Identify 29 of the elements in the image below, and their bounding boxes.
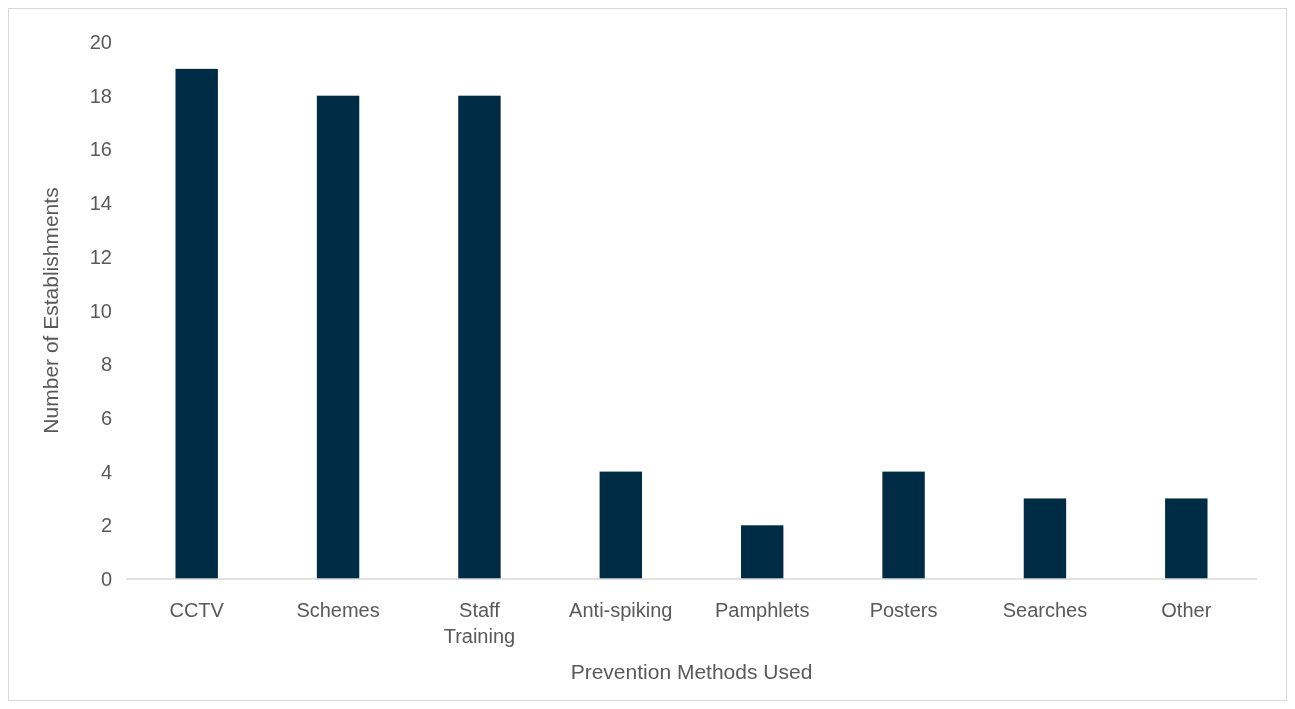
bar [316,95,360,579]
y-tick-label: 2 [100,514,112,537]
y-axis-title: Number of Establishments [39,187,62,434]
bar [175,68,218,579]
x-tick-label: Anti-spiking [569,599,673,621]
x-axis-title: Prevention Methods Used [570,660,813,683]
bar [1165,498,1208,579]
bar [599,471,643,579]
y-tick-label: 6 [100,406,112,429]
y-tick-label: 20 [89,31,112,53]
y-tick-label: 4 [100,460,112,483]
x-tick-label: Searches [1002,599,1088,621]
y-tick-label: 8 [100,353,112,376]
y-tick-label: 14 [89,192,112,215]
y-tick-label: 16 [89,138,112,161]
bar [1023,498,1067,579]
bar [740,525,784,579]
x-tick-label: Schemes [296,599,380,621]
y-tick-label: 10 [89,299,112,322]
x-tick-label: Posters [869,599,938,621]
y-tick-label: 12 [89,245,112,268]
bar [458,95,501,579]
x-tick-label: CCTV [169,599,225,621]
x-tick-label: Staff Training [443,599,516,647]
x-tick-label: Pamphlets [714,599,810,621]
bar [882,471,925,579]
x-tick-label: Other [1161,599,1212,621]
y-tick-label: 18 [89,84,112,107]
y-tick-label: 0 [100,568,112,590]
